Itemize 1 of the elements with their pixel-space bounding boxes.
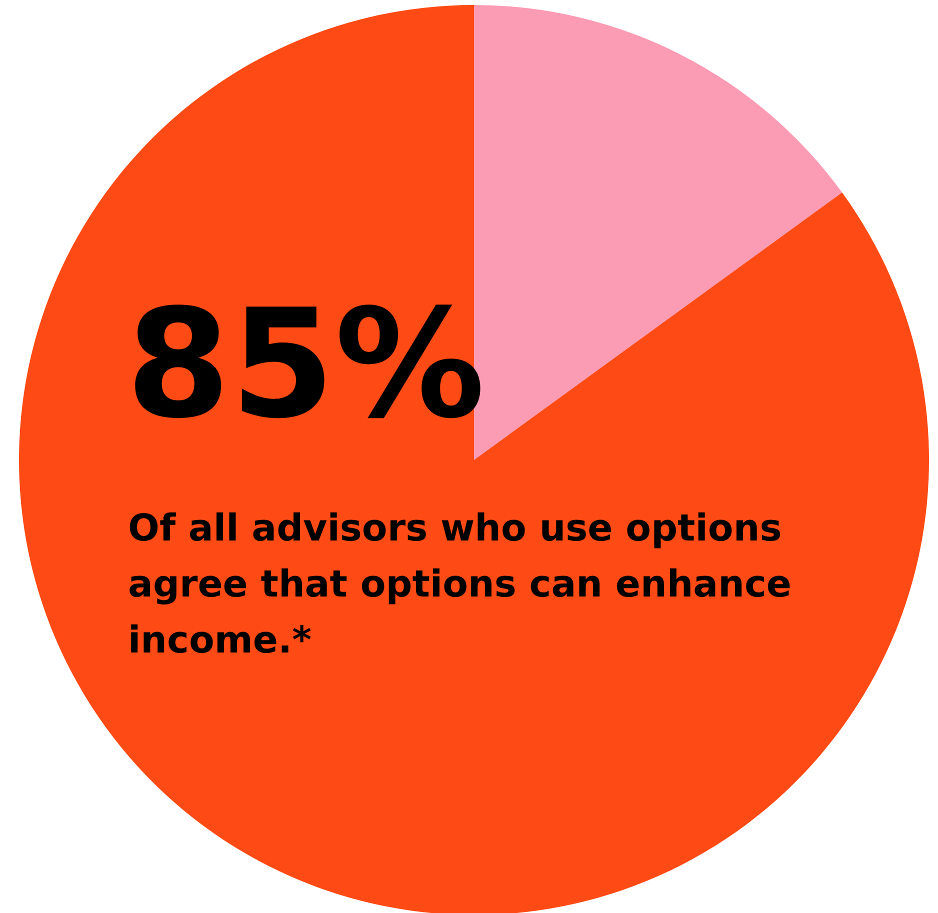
text: Of all advisors who use options agree that options can enhance income.* <box>128 506 804 662</box>
